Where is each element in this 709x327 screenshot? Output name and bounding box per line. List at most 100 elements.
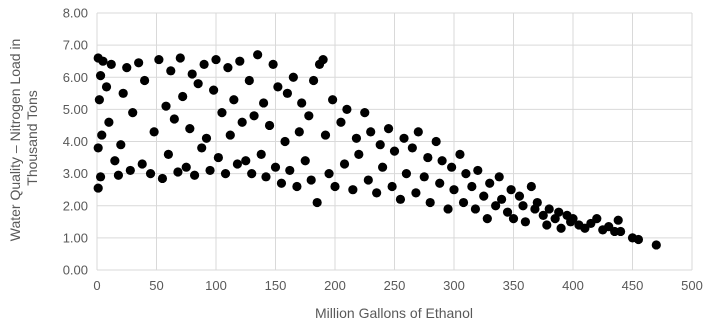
data-point xyxy=(306,175,316,185)
data-point xyxy=(220,169,231,179)
y-axis-title-line-1: Water Quality – Nitrogen Load in xyxy=(7,39,23,242)
data-point xyxy=(633,234,644,245)
data-point xyxy=(280,136,290,147)
data-point xyxy=(122,63,132,73)
data-point xyxy=(425,197,435,208)
data-point xyxy=(449,185,459,195)
y-tick-label: 6.00 xyxy=(63,70,88,85)
data-point xyxy=(300,156,310,166)
data-point xyxy=(166,66,176,76)
data-point xyxy=(128,107,138,118)
x-tick-label: 200 xyxy=(324,278,346,293)
data-point xyxy=(249,111,259,121)
data-point xyxy=(304,111,314,121)
data-point xyxy=(592,214,602,224)
x-tick-label: 50 xyxy=(149,278,163,293)
data-point xyxy=(532,197,542,208)
data-point xyxy=(288,72,298,82)
data-point xyxy=(211,54,221,65)
x-tick-label: 450 xyxy=(622,278,644,293)
data-point xyxy=(613,215,623,225)
data-point xyxy=(261,172,271,182)
data-point xyxy=(479,191,489,201)
y-tick-label: 1.00 xyxy=(63,230,88,245)
data-point xyxy=(616,226,626,237)
data-point xyxy=(93,143,103,153)
data-point xyxy=(336,117,346,127)
data-point xyxy=(235,56,245,66)
data-point xyxy=(363,175,373,185)
data-point xyxy=(473,165,483,176)
data-point xyxy=(312,197,322,208)
data-point xyxy=(237,117,247,127)
data-point xyxy=(253,50,263,60)
data-point xyxy=(297,98,307,108)
data-point xyxy=(157,173,168,184)
data-point xyxy=(97,130,107,140)
data-point xyxy=(413,127,423,137)
data-point xyxy=(506,185,516,195)
y-axis-title: Water Quality – Nitrogen Load in Thousan… xyxy=(7,35,40,241)
data-point xyxy=(383,124,394,134)
data-point xyxy=(328,95,338,105)
data-point xyxy=(494,172,504,182)
y-tick-label: 8.00 xyxy=(63,6,88,21)
data-point xyxy=(106,59,116,69)
data-point xyxy=(134,58,144,68)
data-point xyxy=(199,59,209,69)
data-point xyxy=(93,183,103,193)
data-point xyxy=(526,181,536,192)
data-point xyxy=(320,130,331,140)
data-point xyxy=(197,143,207,153)
data-point xyxy=(98,56,108,66)
data-point xyxy=(360,107,370,118)
x-axis-title: Million Gallons of Ethanol xyxy=(315,305,473,321)
data-point xyxy=(375,140,385,150)
data-point xyxy=(125,165,135,176)
data-point xyxy=(154,54,164,65)
y-tick-label: 3.00 xyxy=(63,166,88,181)
data-point xyxy=(508,214,519,224)
x-tick-label: 500 xyxy=(681,278,703,293)
data-point xyxy=(651,240,661,250)
data-point xyxy=(273,82,283,92)
data-point xyxy=(395,194,406,204)
data-point xyxy=(387,181,397,192)
data-point xyxy=(491,201,501,211)
x-axis-ticks: 0 50 100 150 200 250 300 350 400 450 500 xyxy=(93,278,702,293)
x-tick-label: 0 xyxy=(93,278,100,293)
data-point xyxy=(145,169,156,179)
data-point xyxy=(270,162,281,172)
data-point xyxy=(308,75,319,86)
data-point xyxy=(229,95,239,105)
x-tick-label: 350 xyxy=(503,278,525,293)
data-point xyxy=(189,170,200,180)
y-tick-label: 0.00 xyxy=(63,263,88,278)
data-point xyxy=(470,204,481,214)
y-tick-label: 7.00 xyxy=(63,38,88,53)
data-point xyxy=(276,178,287,188)
data-point xyxy=(502,207,513,217)
data-point xyxy=(389,146,400,156)
y-tick-label: 5.00 xyxy=(63,102,88,117)
data-point xyxy=(116,140,126,150)
data-point xyxy=(95,71,106,81)
data-point xyxy=(351,133,362,143)
data-point xyxy=(209,85,219,95)
data-point xyxy=(554,207,564,217)
data-point xyxy=(175,53,185,63)
data-point xyxy=(259,98,269,108)
data-point xyxy=(140,75,150,86)
data-point xyxy=(101,82,112,92)
data-point xyxy=(556,223,566,233)
data-point xyxy=(285,165,295,176)
data-point xyxy=(244,75,254,86)
data-point xyxy=(437,156,447,166)
data-point xyxy=(482,214,492,224)
y-tick-label: 2.00 xyxy=(63,198,88,213)
data-point xyxy=(282,88,292,98)
data-point xyxy=(185,124,195,134)
data-point xyxy=(401,169,411,179)
data-point xyxy=(268,59,278,69)
data-point xyxy=(225,130,235,140)
